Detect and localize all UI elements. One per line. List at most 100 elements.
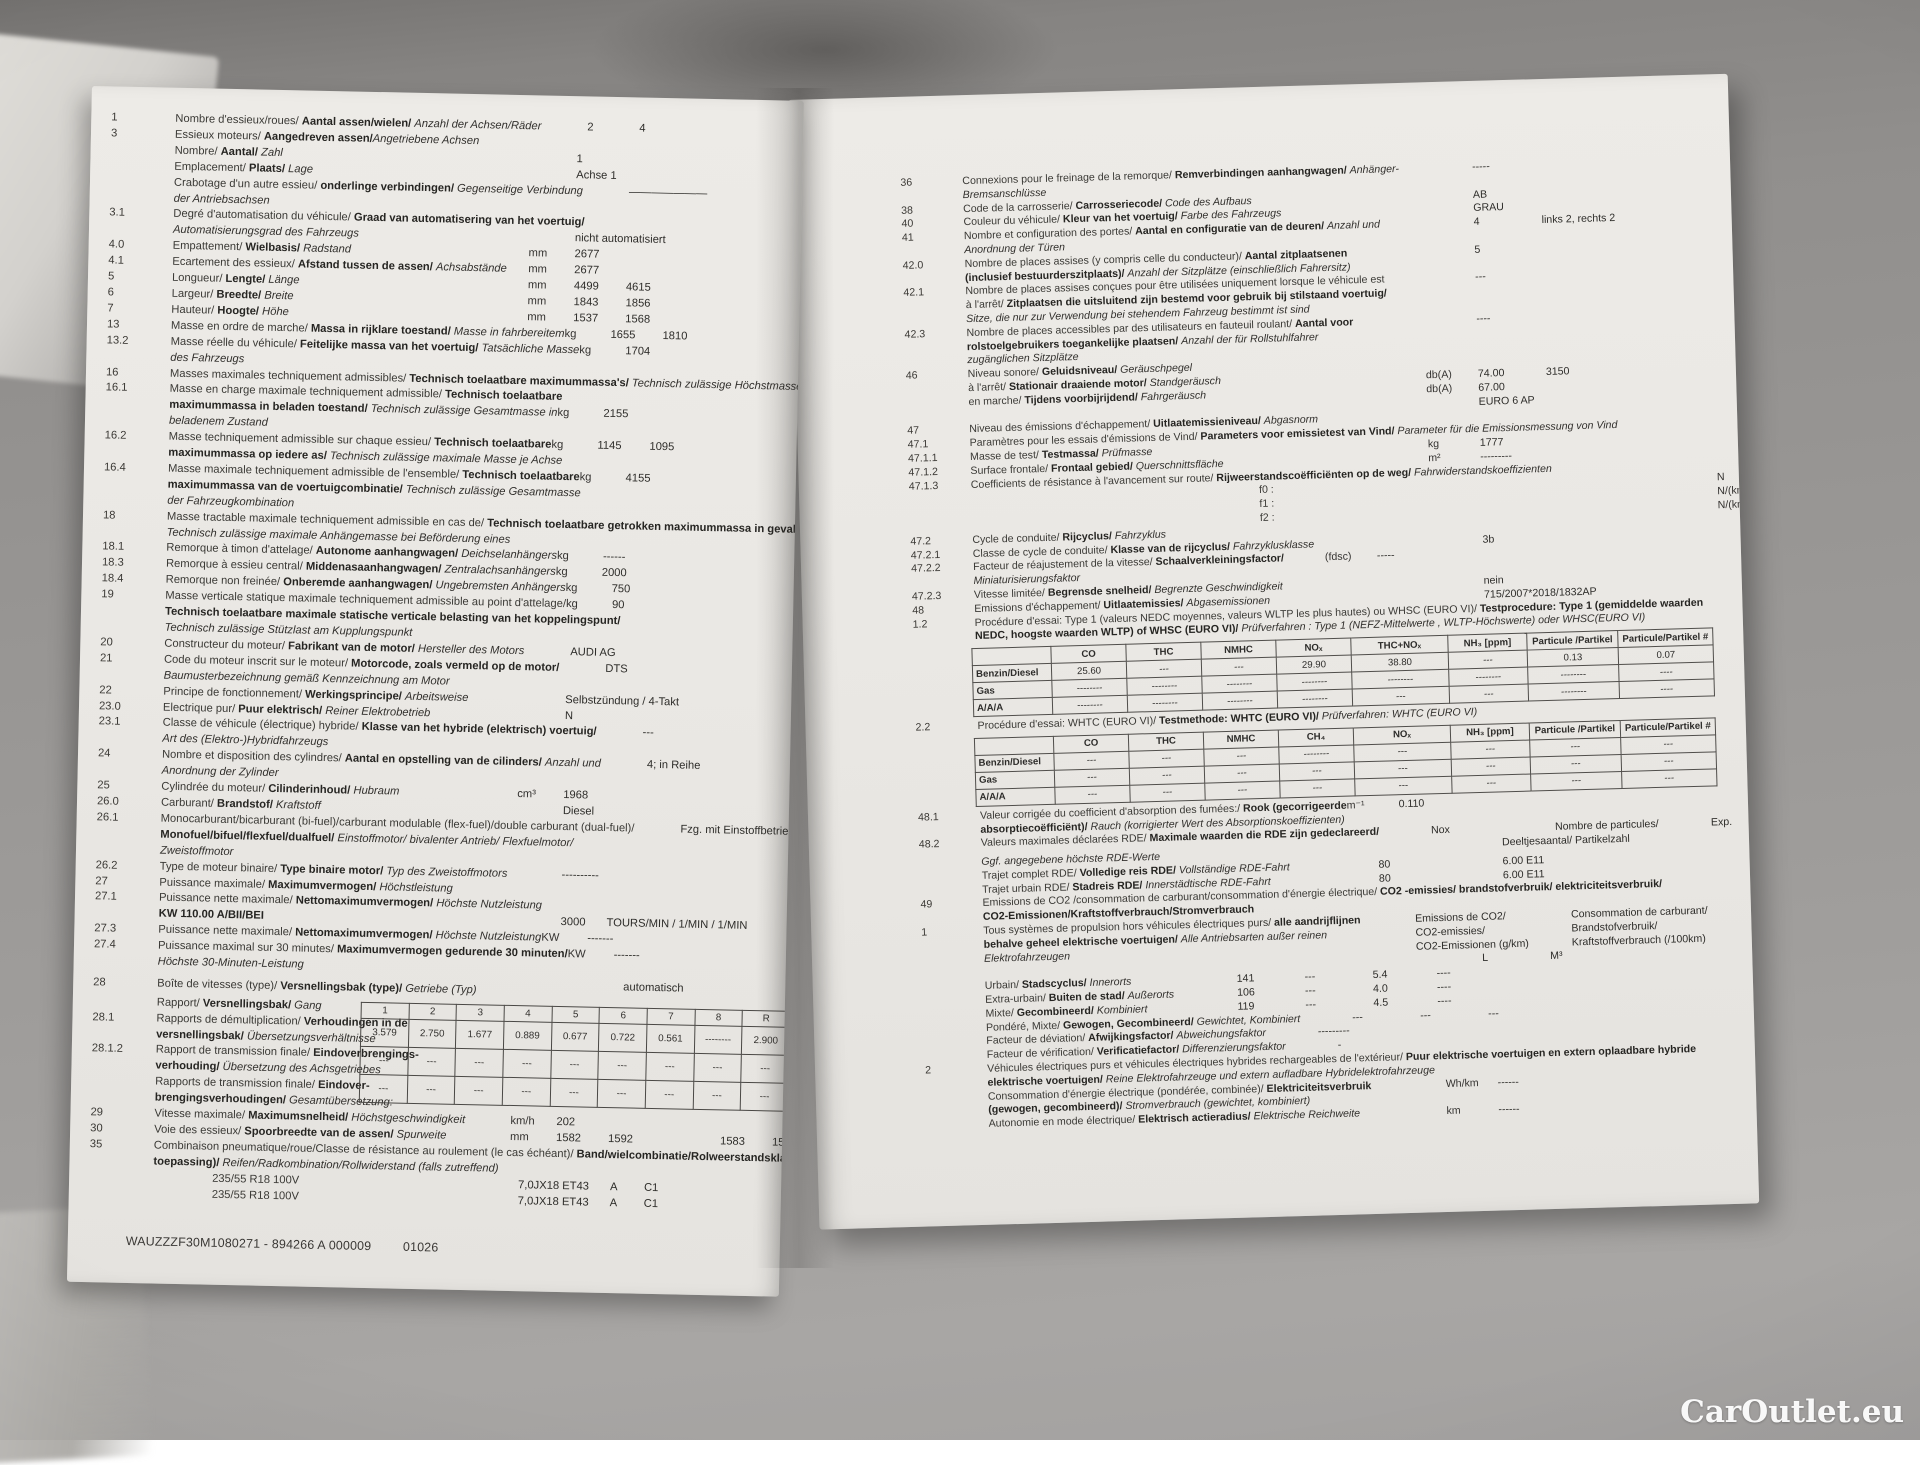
cell: --- bbox=[359, 1074, 408, 1104]
item-number: 1.2 bbox=[912, 617, 928, 631]
value: 1582 bbox=[555, 1131, 582, 1145]
unit: cm³ bbox=[517, 788, 537, 801]
column-header: 3 bbox=[456, 1004, 505, 1022]
cell: --- bbox=[1530, 771, 1623, 791]
label-segment: Klasse van de rijcyclus/ bbox=[1110, 540, 1234, 556]
label-segment: Breite bbox=[264, 289, 294, 303]
label-segment: Lage bbox=[287, 162, 314, 176]
label-segment: Übersetzung des Achsgetriebes bbox=[222, 1061, 381, 1077]
value: 1597 bbox=[771, 1136, 798, 1149]
unit: N/(km/h) bbox=[1717, 484, 1759, 498]
label-segment: Extra-urbain/ bbox=[985, 992, 1049, 1006]
item-number bbox=[912, 584, 974, 586]
label-segment: Höchste 30-Minuten-Leistung bbox=[157, 955, 304, 971]
unit bbox=[541, 129, 587, 130]
label-segment: Fahrzyklus bbox=[1114, 528, 1167, 542]
item-number bbox=[94, 963, 158, 964]
unit bbox=[1703, 604, 1755, 605]
label-segment: Begrensde snelheid/ bbox=[1047, 583, 1155, 599]
label-segment: KW 110.00 A/BII/BEI bbox=[158, 907, 265, 923]
value: 750 bbox=[611, 583, 631, 596]
values: 90 bbox=[612, 598, 664, 615]
label-segment: Middenasaanhangwagen/ bbox=[305, 560, 445, 576]
label-segment: Classe de véhicule (électrique) hybride/ bbox=[162, 717, 362, 734]
label-segment: Querschnittsfläche bbox=[1135, 457, 1224, 473]
label-segment: Brandstof/ bbox=[216, 797, 277, 811]
label-segment: Deichselanhängers bbox=[461, 548, 558, 563]
cell: 0.561 bbox=[646, 1024, 695, 1054]
value: AUDI AG bbox=[570, 646, 616, 659]
label-segment: Remorque à essieu central/ bbox=[165, 558, 307, 573]
item-number bbox=[907, 419, 969, 421]
label-segment: Nettomaximumvermogen/ bbox=[295, 894, 437, 910]
value: A bbox=[609, 1196, 618, 1209]
item-number bbox=[96, 836, 160, 837]
column-header: 1 bbox=[361, 1002, 410, 1020]
values: automatisch bbox=[559, 979, 690, 998]
value: 4499 bbox=[573, 280, 599, 293]
value: 3000 bbox=[560, 916, 586, 929]
label-segment: Innerstädtische RDE-Fahrt bbox=[1145, 875, 1271, 891]
label-segment: Couleur du véhicule/ bbox=[963, 213, 1064, 229]
unit: KW bbox=[567, 948, 586, 961]
unit bbox=[514, 972, 560, 973]
item-number: 5 bbox=[107, 270, 115, 283]
unit: mm bbox=[527, 279, 547, 292]
values: 0.110 bbox=[1398, 796, 1466, 812]
cell: -------- bbox=[1051, 678, 1128, 698]
item-number: 30 bbox=[90, 1122, 103, 1135]
item-number bbox=[919, 865, 981, 867]
value: 1537 bbox=[573, 312, 599, 325]
item-number bbox=[103, 534, 167, 535]
value: 1843 bbox=[573, 296, 599, 309]
unit: km/h bbox=[510, 1115, 535, 1128]
label-segment: Höchste Nutzleistung bbox=[436, 897, 543, 913]
column-header: 4 bbox=[503, 1005, 552, 1023]
unit bbox=[516, 861, 562, 862]
label-segment: Longueur/ bbox=[171, 271, 226, 285]
label-segment: zugänglichen Sitzplätze bbox=[967, 351, 1079, 367]
unit bbox=[1422, 225, 1474, 226]
unit bbox=[1431, 542, 1483, 543]
label-segment: Volledige reis RDE/ bbox=[1079, 864, 1180, 880]
cell: --- bbox=[407, 1047, 456, 1077]
label-segment: Ecartement des essieux/ bbox=[172, 255, 299, 271]
cell: --- bbox=[1128, 749, 1205, 769]
label-segment: en marche/ bbox=[968, 394, 1025, 408]
item-number bbox=[109, 232, 173, 233]
label-segment: Abweichungsfaktor bbox=[1176, 1027, 1267, 1042]
value: 2000 bbox=[601, 567, 627, 580]
label-segment: Angetriebene Achsen bbox=[372, 132, 480, 148]
item-number bbox=[106, 359, 170, 360]
item-number: 24 bbox=[97, 747, 111, 760]
label-segment: Aantal/ bbox=[220, 145, 262, 159]
cell: -------- bbox=[1277, 689, 1353, 709]
value: automatisch bbox=[623, 981, 684, 995]
item-number bbox=[913, 639, 975, 641]
label-segment: Kraftstoff bbox=[275, 798, 321, 812]
unit bbox=[1423, 266, 1475, 267]
item-number bbox=[920, 893, 982, 895]
unit bbox=[472, 1203, 518, 1204]
value: Achse 1 bbox=[576, 168, 617, 182]
label-segment: Remorque non freinée/ bbox=[165, 573, 284, 589]
label-segment: Klasse van het hybride (elektrisch) voer… bbox=[361, 721, 597, 739]
item-number: 6 bbox=[107, 286, 115, 299]
unit: m² bbox=[1428, 451, 1441, 464]
unit bbox=[530, 177, 576, 178]
label-segment: Anzahl der Achsen/Räder bbox=[414, 117, 542, 133]
item-number: 3.1 bbox=[109, 206, 126, 220]
value: 0.110 bbox=[1398, 797, 1425, 811]
label-segment: Lengte/ bbox=[225, 272, 269, 286]
unit bbox=[531, 145, 577, 146]
unit: Wh/km bbox=[1445, 1076, 1479, 1090]
label-segment: Bremsanschlüsse bbox=[962, 186, 1047, 201]
value: links 2, rechts 2 bbox=[1541, 212, 1616, 227]
unit bbox=[472, 1187, 518, 1188]
item-number bbox=[924, 1030, 986, 1032]
unit bbox=[515, 924, 561, 925]
label-segment: Autonome aanhangwagen/ bbox=[315, 545, 462, 561]
label-segment: Rapports de transmission finale/ bbox=[155, 1075, 319, 1092]
unit bbox=[520, 686, 566, 687]
